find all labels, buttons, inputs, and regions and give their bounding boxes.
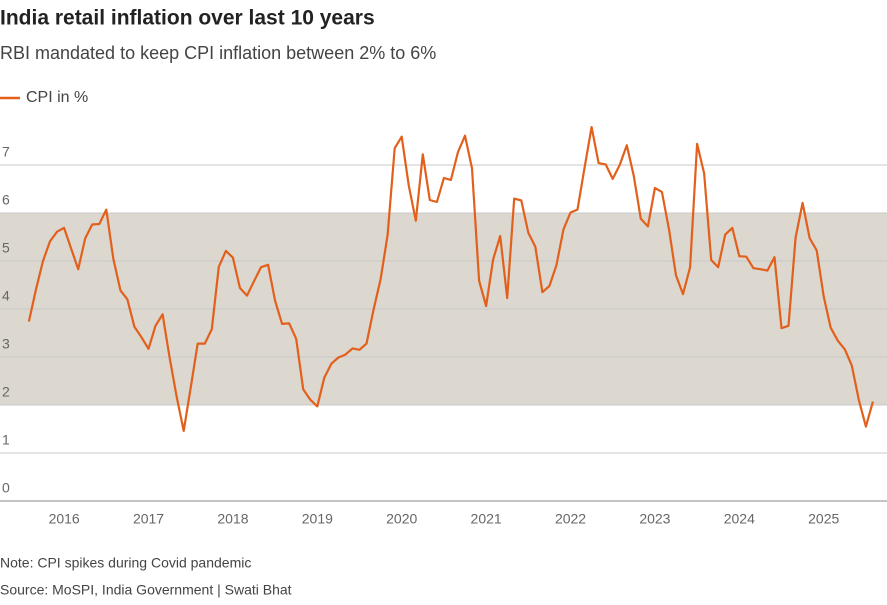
legend-label: CPI in % [26, 89, 88, 106]
x-tick-label: 2016 [49, 511, 80, 527]
y-tick-label: 1 [2, 432, 10, 448]
x-tick-label: 2023 [639, 511, 670, 527]
cpi-line [27, 126, 874, 432]
chart-subtitle: RBI mandated to keep CPI inflation betwe… [0, 43, 436, 63]
y-tick-label: 2 [2, 384, 10, 400]
y-tick-label: 4 [2, 288, 10, 304]
x-tick-label: 2021 [471, 511, 502, 527]
y-tick-label: 5 [2, 240, 10, 256]
x-tick-label: 2019 [302, 511, 333, 527]
x-tick-label: 2020 [386, 511, 417, 527]
y-tick-label: 6 [2, 192, 10, 208]
y-tick-label: 7 [2, 144, 10, 160]
note: Note: CPI spikes during Covid pandemic [0, 555, 251, 571]
x-tick-label: 2018 [217, 511, 248, 527]
x-tick-label: 2025 [808, 511, 839, 527]
y-tick-label: 3 [2, 336, 10, 352]
x-tick-label: 2022 [555, 511, 586, 527]
x-tick-label: 2024 [724, 511, 755, 527]
x-tick-label: 2017 [133, 511, 164, 527]
source: Source: MoSPI, India Government | Swati … [0, 582, 292, 598]
chart-title: India retail inflation over last 10 year… [0, 7, 375, 30]
y-tick-label: 0 [2, 480, 10, 496]
